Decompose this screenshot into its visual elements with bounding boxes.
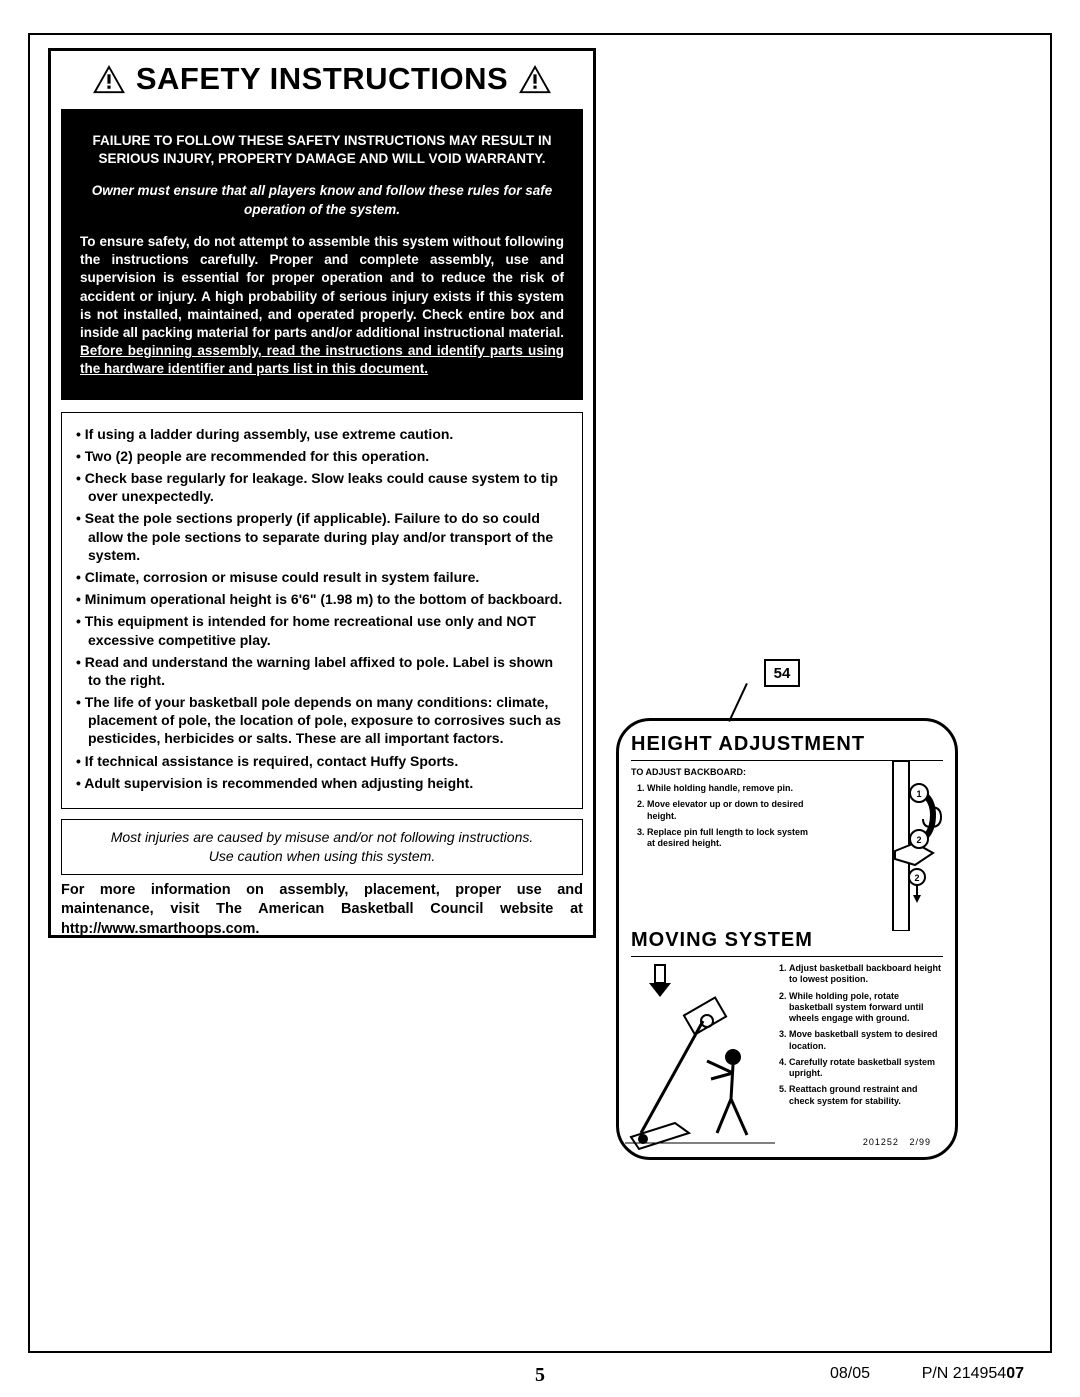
owner-rules-text: Owner must ensure that all players know … — [80, 182, 564, 218]
safety-bullet: Read and understand the warning label af… — [74, 653, 570, 689]
height-adjustment-subtitle: TO ADJUST BACKBOARD: — [631, 767, 811, 777]
safety-warning-box: FAILURE TO FOLLOW THESE SAFETY INSTRUCTI… — [61, 109, 583, 400]
safety-bullet: Minimum operational height is 6'6" (1.98… — [74, 590, 570, 608]
svg-text:1: 1 — [916, 789, 921, 799]
warning-triangle-icon — [518, 64, 552, 94]
moving-system-text: Adjust basketball backboard height to lo… — [773, 963, 943, 1112]
height-adj-step: Move elevator up or down to desired heig… — [647, 799, 811, 822]
page: SAFETY INSTRUCTIONS FAILURE TO FOLLOW TH… — [0, 0, 1080, 1397]
moving-step: Adjust basketball backboard height to lo… — [789, 963, 943, 986]
pn-prefix: P/N 214954 — [922, 1365, 1007, 1382]
safety-bullet: Seat the pole sections properly (if appl… — [74, 509, 570, 564]
svg-text:2: 2 — [914, 873, 919, 883]
moving-system-block: Adjust basketball backboard height to lo… — [631, 963, 943, 1160]
safety-bullets-box: If using a ladder during assembly, use e… — [61, 412, 583, 809]
moving-step: While holding pole, rotate basketball sy… — [789, 991, 943, 1025]
safety-paragraph: To ensure safety, do not attempt to asse… — [80, 233, 564, 379]
safety-bullet: Adult supervision is recommended when ad… — [74, 774, 570, 792]
footer-date: 08/05 — [830, 1365, 870, 1383]
moving-step: Carefully rotate basketball system uprig… — [789, 1057, 943, 1080]
more-info-text: For more information on assembly, placem… — [61, 881, 583, 940]
pn-suffix: 07 — [1006, 1365, 1024, 1382]
safety-paragraph-plain: To ensure safety, do not attempt to asse… — [80, 234, 564, 340]
caution-box: Most injuries are caused by misuse and/o… — [61, 819, 583, 875]
safety-bullet: Check base regularly for leakage. Slow l… — [74, 469, 570, 505]
warning-triangle-icon — [92, 64, 126, 94]
moving-step: Reattach ground restraint and check syst… — [789, 1084, 943, 1107]
page-number: 5 — [0, 1364, 1080, 1387]
height-adj-step: While holding handle, remove pin. — [647, 783, 811, 794]
height-adjustment-diagram-icon: 1 2 2 — [819, 761, 949, 931]
label-footer-id: 201252 — [863, 1137, 899, 1147]
height-adjustment-text: TO ADJUST BACKBOARD: While holding handl… — [631, 767, 811, 854]
footer-part-number: P/N 21495407 — [922, 1365, 1024, 1383]
height-adj-step: Replace pin full length to lock system a… — [647, 827, 811, 850]
safety-bullet: If using a ladder during assembly, use e… — [74, 425, 570, 443]
safety-instructions-panel: SAFETY INSTRUCTIONS FAILURE TO FOLLOW TH… — [48, 48, 596, 938]
safety-bullet: This equipment is intended for home recr… — [74, 612, 570, 648]
height-adjustment-title: HEIGHT ADJUSTMENT — [631, 733, 943, 756]
failure-warning-text: FAILURE TO FOLLOW THESE SAFETY INSTRUCTI… — [80, 132, 564, 168]
svg-text:2: 2 — [916, 835, 921, 845]
safety-bullet: If technical assistance is required, con… — [74, 752, 570, 770]
safety-bullets-list: If using a ladder during assembly, use e… — [74, 425, 570, 792]
height-adjustment-steps: While holding handle, remove pin. Move el… — [631, 783, 811, 849]
moving-system-title: MOVING SYSTEM — [631, 929, 943, 952]
label-callout-number: 54 — [764, 659, 800, 687]
safety-bullet: Climate, corrosion or misuse could resul… — [74, 568, 570, 586]
moving-system-steps: Adjust basketball backboard height to lo… — [773, 963, 943, 1107]
label-footer: 201252 2/99 — [863, 1137, 931, 1147]
safety-header: SAFETY INSTRUCTIONS — [51, 51, 593, 105]
height-adjustment-block: TO ADJUST BACKBOARD: While holding handl… — [631, 767, 943, 927]
moving-system-diagram-icon — [625, 961, 775, 1151]
safety-paragraph-underlined: Before beginning assembly, read the inst… — [80, 343, 564, 376]
safety-title: SAFETY INSTRUCTIONS — [136, 61, 508, 97]
safety-bullet: The life of your basketball pole depends… — [74, 693, 570, 748]
caution-line-2: Use caution when using this system. — [72, 847, 572, 866]
moving-step: Move basketball system to desired locati… — [789, 1029, 943, 1052]
safety-bullet: Two (2) people are recommended for this … — [74, 447, 570, 465]
pole-label-card: HEIGHT ADJUSTMENT TO ADJUST BACKBOARD: W… — [616, 718, 958, 1160]
divider — [631, 956, 943, 957]
label-footer-date: 2/99 — [909, 1137, 931, 1147]
caution-line-1: Most injuries are caused by misuse and/o… — [72, 828, 572, 847]
